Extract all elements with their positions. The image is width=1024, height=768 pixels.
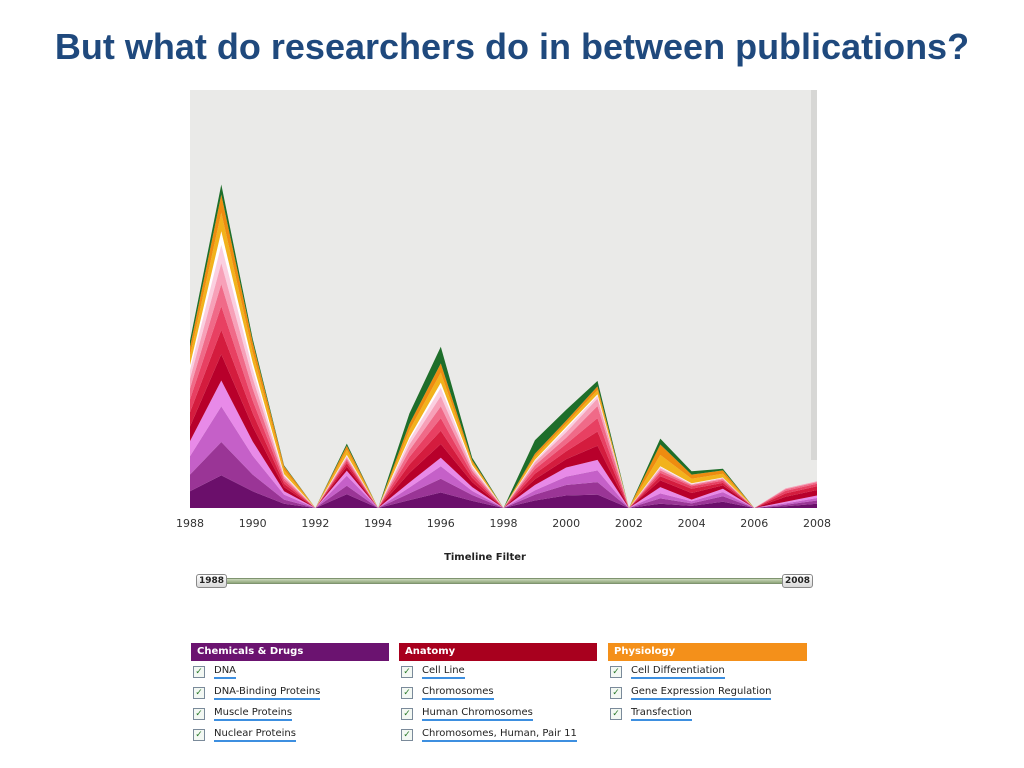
series-area-5	[190, 354, 817, 508]
filter-item-label[interactable]: Gene Expression Regulation	[631, 686, 772, 700]
filter-item[interactable]: ✓ Muscle Proteins	[191, 703, 389, 724]
filter-item[interactable]: ✓ Gene Expression Regulation	[608, 682, 807, 703]
filter-item-label[interactable]: Chromosomes	[422, 686, 494, 700]
timeline-end-handle[interactable]: 2008	[782, 574, 814, 588]
category-physiology: Physiology ✓ Cell Differentiation ✓ Gene E…	[608, 643, 807, 724]
filter-item[interactable]: ✓ DNA-Binding Proteins	[191, 682, 389, 703]
filter-item[interactable]: ✓ Cell Line	[399, 661, 597, 682]
filter-item[interactable]: ✓ Chromosomes	[399, 682, 597, 703]
checkbox-checked-icon[interactable]: ✓	[193, 686, 205, 699]
filter-item[interactable]: ✓ Cell Differentiation	[608, 661, 807, 682]
category-header: Chemicals & Drugs	[191, 643, 389, 661]
checkbox-checked-icon[interactable]: ✓	[401, 707, 413, 720]
category-chemicals-drugs: Chemicals & Drugs ✓ DNA ✓ DNA-Binding Prot…	[191, 643, 389, 745]
category-header: Anatomy	[399, 643, 597, 661]
filter-item[interactable]: ✓ Chromosomes, Human, Pair 11	[399, 724, 597, 745]
x-tick-label: 2004	[678, 517, 706, 530]
timeline-filter-label: Timeline Filter	[444, 552, 526, 563]
checkbox-checked-icon[interactable]: ✓	[193, 665, 205, 678]
filter-item-label[interactable]: Cell Differentiation	[631, 665, 725, 679]
x-tick-label: 1996	[427, 517, 455, 530]
x-tick-label: 2006	[740, 517, 768, 530]
checkbox-checked-icon[interactable]: ✓	[401, 728, 413, 741]
x-tick-label: 2002	[615, 517, 643, 530]
category-header: Physiology	[608, 643, 807, 661]
x-tick-label: 2008	[803, 517, 831, 530]
x-tick-label: 1992	[301, 517, 329, 530]
checkbox-checked-icon[interactable]: ✓	[401, 665, 413, 678]
checkbox-checked-icon[interactable]: ✓	[193, 707, 205, 720]
timeline-start-handle[interactable]: 1988	[196, 574, 228, 588]
series-areas	[190, 184, 817, 509]
checkbox-checked-icon[interactable]: ✓	[610, 665, 622, 678]
filter-item[interactable]: ✓ DNA	[191, 661, 389, 682]
category-anatomy: Anatomy ✓ Cell Line ✓ Chromosomes ✓ Human C…	[399, 643, 597, 745]
checkbox-checked-icon[interactable]: ✓	[610, 686, 622, 699]
checkbox-checked-icon[interactable]: ✓	[401, 686, 413, 699]
filter-item[interactable]: ✓ Transfection	[608, 703, 807, 724]
filter-item[interactable]: ✓ Nuclear Proteins	[191, 724, 389, 745]
timeline-slider-track[interactable]	[212, 578, 798, 584]
plot-scrollbar[interactable]	[811, 90, 817, 460]
filter-item-label[interactable]: Human Chromosomes	[422, 707, 533, 721]
x-axis-ticks: 1988 1990 1992 1994 1996 1998 2000 2002 2004 2006…	[176, 517, 831, 530]
series-area-1	[190, 475, 817, 508]
series-area-6	[190, 329, 817, 508]
x-tick-label: 1994	[364, 517, 392, 530]
filter-item-label[interactable]: Chromosomes, Human, Pair 11	[422, 728, 577, 742]
x-tick-label: 1990	[239, 517, 267, 530]
x-tick-label: 1988	[176, 517, 204, 530]
slide-title: But what do researchers do in between pu…	[54, 26, 970, 67]
filter-item[interactable]: ✓ Human Chromosomes	[399, 703, 597, 724]
checkbox-checked-icon[interactable]: ✓	[193, 728, 205, 741]
filter-item-label[interactable]: Cell Line	[422, 665, 465, 679]
checkbox-checked-icon[interactable]: ✓	[610, 707, 622, 720]
series-area-3	[190, 406, 817, 508]
plot-background	[190, 90, 817, 508]
filter-item-label[interactable]: Muscle Proteins	[214, 707, 293, 721]
filter-item-label[interactable]: DNA-Binding Proteins	[214, 686, 321, 700]
filter-item-label[interactable]: DNA	[214, 665, 237, 679]
filter-item-label[interactable]: Nuclear Proteins	[214, 728, 296, 742]
series-area-2	[190, 442, 817, 508]
filter-item-label[interactable]: Transfection	[631, 707, 692, 721]
x-tick-label: 2000	[552, 517, 580, 530]
x-tick-label: 1998	[490, 517, 518, 530]
